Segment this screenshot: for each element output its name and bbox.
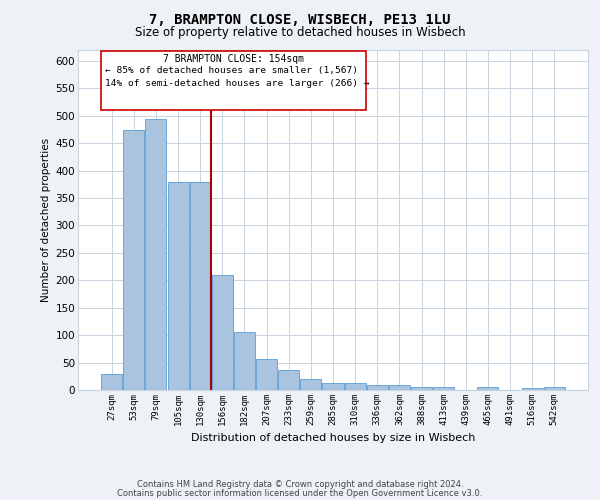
Bar <box>101 374 122 390</box>
Bar <box>367 384 388 390</box>
Text: Contains HM Land Registry data © Crown copyright and database right 2024.: Contains HM Land Registry data © Crown c… <box>137 480 463 489</box>
FancyBboxPatch shape <box>101 51 366 110</box>
Text: 7 BRAMPTON CLOSE: 154sqm: 7 BRAMPTON CLOSE: 154sqm <box>163 54 304 64</box>
Bar <box>322 383 344 390</box>
Text: 7, BRAMPTON CLOSE, WISBECH, PE13 1LU: 7, BRAMPTON CLOSE, WISBECH, PE13 1LU <box>149 12 451 26</box>
Text: Size of property relative to detached houses in Wisbech: Size of property relative to detached ho… <box>134 26 466 39</box>
Bar <box>278 370 299 390</box>
Bar <box>212 275 233 390</box>
Bar <box>478 388 499 390</box>
Bar <box>256 358 277 390</box>
Text: Contains public sector information licensed under the Open Government Licence v3: Contains public sector information licen… <box>118 488 482 498</box>
Text: ← 85% of detached houses are smaller (1,567): ← 85% of detached houses are smaller (1,… <box>104 66 358 75</box>
Text: 14% of semi-detached houses are larger (266) →: 14% of semi-detached houses are larger (… <box>104 78 369 88</box>
Bar <box>190 182 211 390</box>
Bar <box>433 388 454 390</box>
Bar <box>344 383 365 390</box>
Bar <box>124 130 145 390</box>
Bar <box>411 388 432 390</box>
Bar <box>301 379 322 390</box>
Y-axis label: Number of detached properties: Number of detached properties <box>41 138 52 302</box>
Bar <box>234 332 255 390</box>
Bar <box>145 118 166 390</box>
Bar <box>389 384 410 390</box>
Bar <box>167 182 188 390</box>
X-axis label: Distribution of detached houses by size in Wisbech: Distribution of detached houses by size … <box>191 434 475 444</box>
Bar <box>521 388 542 390</box>
Bar <box>544 388 565 390</box>
